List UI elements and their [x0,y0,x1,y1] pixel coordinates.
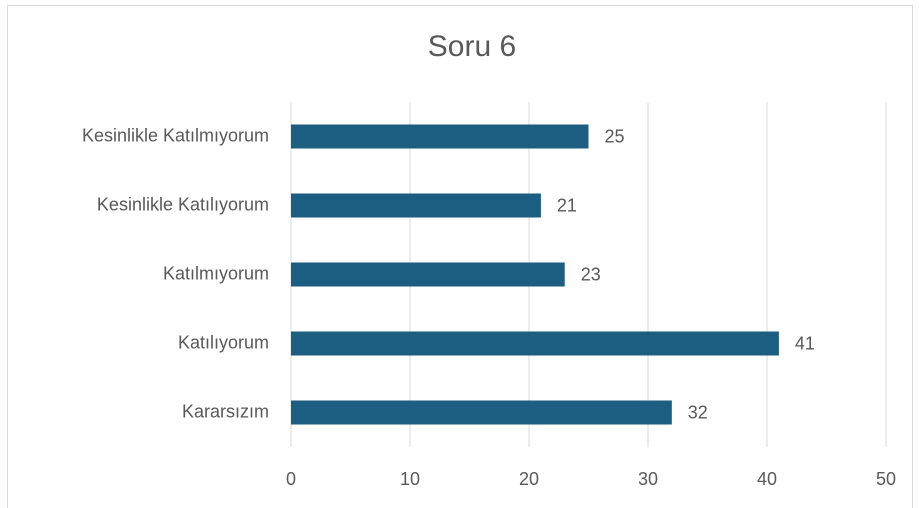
chart-frame [7,5,913,508]
x-tick-label: 30 [638,469,658,489]
bar [291,262,565,287]
y-tick-label: Katılıyorum [178,332,269,352]
y-tick-label: Katılmıyorum [163,263,269,283]
x-tick-label: 40 [757,469,777,489]
bar [291,193,541,218]
x-tick-label: 10 [400,469,420,489]
chart-title: Soru 6 [428,30,516,63]
data-label: 41 [795,333,815,353]
x-tick-label: 0 [286,469,296,489]
bar [291,331,779,356]
y-tick-label: Kararsızım [182,401,269,421]
data-label: 32 [688,402,708,422]
bar [291,400,672,425]
y-tick-label: Kesinlikle Katılıyorum [97,194,269,214]
bar [291,124,589,149]
x-tick-label: 50 [876,469,896,489]
y-tick-label: Kesinlikle Katılmıyorum [82,125,269,145]
data-label: 25 [605,126,625,146]
data-label: 23 [581,264,601,284]
data-label: 21 [557,195,577,215]
x-tick-label: 20 [519,469,539,489]
